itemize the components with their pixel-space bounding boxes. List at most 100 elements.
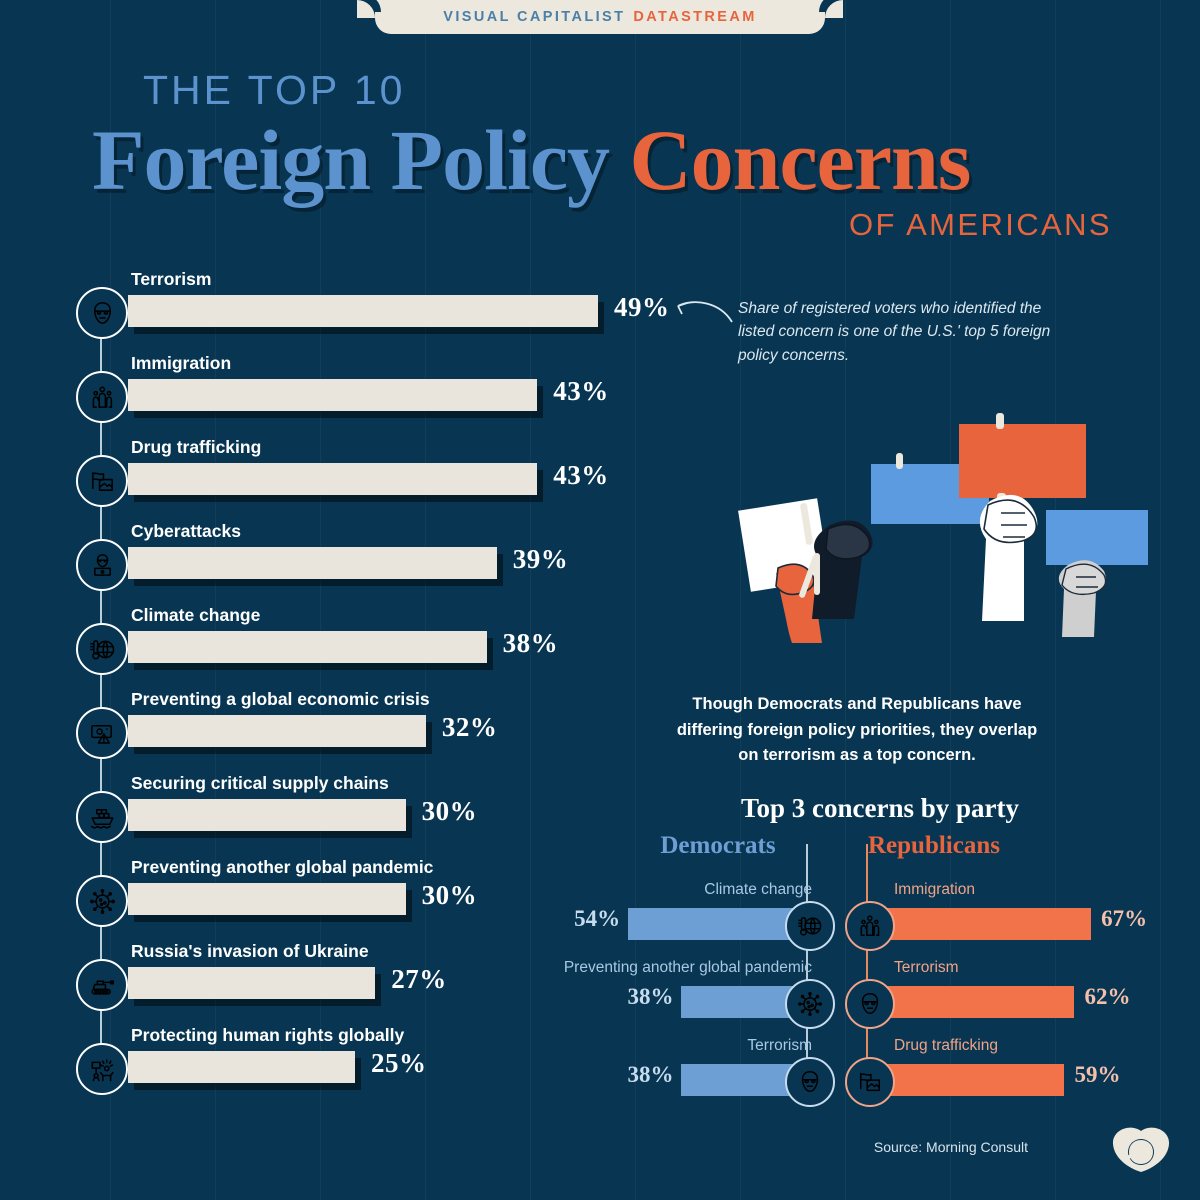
brand-ribbon: VISUAL CAPITALIST DATASTREAM bbox=[357, 0, 843, 34]
title-subtitle: OF AMERICANS bbox=[848, 206, 1112, 242]
visual-capitalist-logo-icon bbox=[1110, 1126, 1172, 1174]
bar-label: Protecting human rights globally bbox=[131, 1025, 405, 1045]
republican-bar-value: 67% bbox=[1101, 906, 1148, 931]
row-connector bbox=[99, 839, 102, 875]
bar-track bbox=[128, 967, 376, 999]
republicans-header: Republicans bbox=[868, 832, 1000, 859]
bar-row: Securing critical supply chains 30% bbox=[0, 766, 660, 875]
party-commentary: Though Democrats and Republicans have di… bbox=[676, 695, 1038, 765]
title-main-orange: Concerns bbox=[629, 112, 972, 208]
chart-annotation: Share of registered voters who identifie… bbox=[738, 300, 1051, 364]
bar-value: 30% bbox=[421, 796, 478, 826]
row-connector bbox=[99, 923, 102, 959]
bar-label: Preventing a global economic crisis bbox=[131, 689, 430, 709]
republican-bar-row: Terrorism 62% bbox=[0, 958, 1200, 1036]
bar-track bbox=[128, 547, 497, 579]
protest-signs-illustration bbox=[718, 405, 1200, 645]
republican-bar-row: Immigration 67% bbox=[0, 880, 1200, 958]
bar-fill bbox=[128, 295, 598, 327]
curved-arrow-left-icon bbox=[672, 296, 734, 331]
bar-value: 30% bbox=[421, 880, 478, 910]
bar-label: Immigration bbox=[131, 353, 232, 373]
row-connector bbox=[99, 335, 102, 371]
terrorist-mask-icon bbox=[785, 1057, 835, 1107]
terrorist-mask-icon bbox=[845, 979, 895, 1029]
democrat-bar-label: Climate change bbox=[704, 881, 812, 898]
immigration-family-icon bbox=[76, 371, 128, 423]
row-connector bbox=[99, 755, 102, 791]
bar-row: Terrorism 49% bbox=[0, 262, 669, 371]
bar-row: Russia's invasion of Ukraine 27% bbox=[0, 934, 660, 1043]
republican-bar-label: Terrorism bbox=[894, 959, 959, 976]
republican-bar-label: Drug trafficking bbox=[894, 1037, 998, 1054]
democrat-bar-value: 54% bbox=[574, 906, 621, 931]
bar-value: 43% bbox=[553, 460, 609, 490]
democrat-bar-fill bbox=[628, 908, 808, 940]
bar-row: Climate change 38% bbox=[0, 598, 660, 707]
party-section-title: Top 3 concerns by party bbox=[740, 793, 1020, 823]
republican-bar-value: 59% bbox=[1074, 1062, 1121, 1087]
row-connector bbox=[99, 671, 102, 707]
republican-bar-row: Drug trafficking 59% bbox=[0, 1036, 1200, 1114]
bar-fill bbox=[128, 1051, 355, 1083]
title-main: Foreign Policy Concerns bbox=[92, 116, 1200, 205]
bar-label: Securing critical supply chains bbox=[131, 773, 389, 793]
bar-fill bbox=[128, 883, 406, 915]
title-main-blue: Foreign Policy bbox=[92, 112, 610, 208]
bar-track bbox=[128, 715, 426, 747]
bar-row: Immigration 43% bbox=[0, 346, 660, 455]
row-connector bbox=[99, 1007, 102, 1043]
climate-thermometer-globe-icon bbox=[76, 623, 128, 675]
bar-fill bbox=[128, 799, 406, 831]
bar-row: Drug trafficking 43% bbox=[0, 430, 660, 539]
title-eyebrow: THE TOP 10 bbox=[143, 67, 406, 113]
bar-value: 25% bbox=[371, 1048, 427, 1078]
bar-label: Preventing another global pandemic bbox=[131, 857, 434, 877]
bar-value: 49% bbox=[614, 292, 670, 322]
republican-bar-fill bbox=[868, 1064, 1065, 1096]
bar-fill bbox=[128, 379, 538, 411]
bar-label: Drug trafficking bbox=[131, 437, 262, 457]
brand-name: VISUAL CAPITALIST bbox=[443, 9, 626, 25]
bar-fill bbox=[128, 547, 497, 579]
row-connector bbox=[99, 587, 102, 623]
democrat-bar-row: Preventing another global pandemic 38% bbox=[0, 958, 1200, 1036]
row-connector bbox=[99, 419, 102, 455]
bar-value: 32% bbox=[441, 712, 498, 742]
bar-fill bbox=[128, 463, 538, 495]
bar-label: Terrorism bbox=[131, 269, 212, 289]
democrat-bar-label: Terrorism bbox=[747, 1037, 812, 1054]
bar-row: Preventing a global economic crisis 32% bbox=[0, 682, 660, 791]
bar-track bbox=[128, 463, 538, 495]
republican-bar-label: Immigration bbox=[894, 881, 975, 898]
source-note: Source: Morning Consult bbox=[873, 1139, 1028, 1155]
democrats-divider bbox=[806, 844, 808, 1074]
republicans-divider bbox=[866, 844, 868, 1074]
supply-chain-cargo-ship-icon bbox=[76, 791, 128, 843]
bar-value: 43% bbox=[553, 376, 609, 406]
bar-track bbox=[128, 379, 538, 411]
top10-bar-chart: Terrorism 49% Immigration 43% Drug trafficki… bbox=[0, 262, 669, 1102]
bar-value: 38% bbox=[502, 628, 559, 658]
immigration-family-icon bbox=[845, 901, 895, 951]
climate-thermometer-globe-icon bbox=[785, 901, 835, 951]
bar-track bbox=[128, 295, 598, 327]
cyberattack-hacker-laptop-icon bbox=[76, 539, 128, 591]
democrat-bar-value: 38% bbox=[627, 984, 674, 1009]
bar-row: Protecting human rights globally 25% bbox=[0, 1018, 660, 1102]
bar-row: Cyberattacks 39% bbox=[0, 514, 660, 623]
bar-track bbox=[128, 631, 487, 663]
bar-label: Cyberattacks bbox=[131, 521, 241, 541]
terrorist-mask-icon bbox=[76, 287, 128, 339]
bar-track bbox=[128, 1051, 355, 1083]
human-rights-protest-icon bbox=[76, 1043, 128, 1095]
drug-trafficking-icon bbox=[76, 455, 128, 507]
bar-fill bbox=[128, 631, 487, 663]
democrat-bar-row: Climate change 54% bbox=[0, 880, 1200, 958]
democrats-header: Democrats bbox=[660, 832, 776, 859]
republican-bar-fill bbox=[868, 986, 1075, 1018]
republican-bar-fill bbox=[868, 908, 1092, 940]
democrat-bar-label: Preventing another global pandemic bbox=[563, 959, 812, 976]
pandemic-virus-icon bbox=[76, 875, 128, 927]
economic-crisis-banknote-warning-icon bbox=[76, 707, 128, 759]
